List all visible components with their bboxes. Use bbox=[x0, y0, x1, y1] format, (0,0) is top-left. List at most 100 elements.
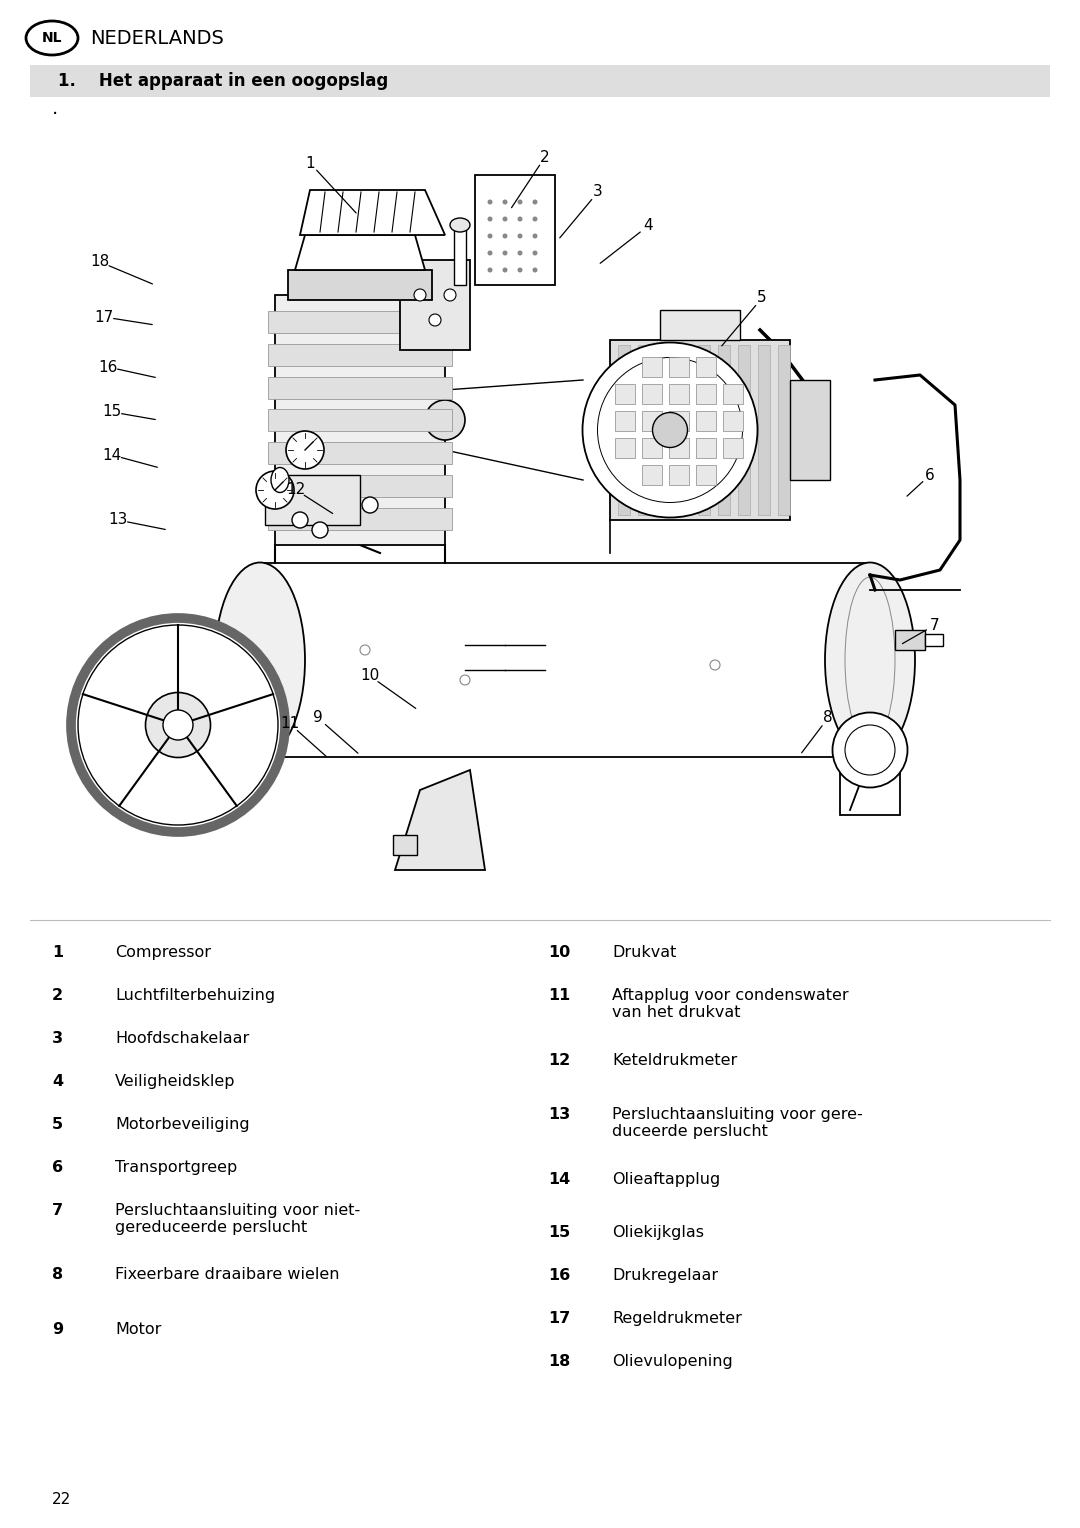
Bar bbox=[400, 260, 470, 350]
Bar bbox=[610, 341, 789, 520]
Ellipse shape bbox=[429, 313, 441, 325]
Text: 15: 15 bbox=[548, 1225, 570, 1241]
Bar bbox=[669, 465, 689, 484]
Text: ·: · bbox=[52, 105, 58, 124]
Ellipse shape bbox=[825, 562, 915, 758]
Ellipse shape bbox=[582, 342, 757, 518]
Text: NL: NL bbox=[42, 31, 63, 44]
Ellipse shape bbox=[532, 267, 538, 272]
Text: 9: 9 bbox=[313, 711, 323, 726]
Text: 13: 13 bbox=[548, 1106, 570, 1122]
Bar bbox=[698, 345, 710, 515]
Ellipse shape bbox=[362, 497, 378, 513]
Text: 11: 11 bbox=[281, 717, 299, 732]
Ellipse shape bbox=[652, 413, 688, 448]
Ellipse shape bbox=[532, 251, 538, 255]
Ellipse shape bbox=[414, 289, 426, 301]
Polygon shape bbox=[295, 235, 426, 270]
Text: 4: 4 bbox=[644, 219, 652, 234]
Bar bbox=[696, 358, 716, 377]
Bar bbox=[895, 630, 924, 649]
Bar bbox=[393, 834, 417, 856]
Bar bbox=[30, 66, 1050, 96]
Bar bbox=[642, 465, 662, 484]
Bar bbox=[260, 562, 870, 756]
Bar bbox=[268, 507, 453, 530]
Text: Persluchtaansluiting voor gere-
duceerde perslucht: Persluchtaansluiting voor gere- duceerde… bbox=[612, 1106, 863, 1140]
Bar bbox=[615, 439, 635, 458]
Text: 10: 10 bbox=[361, 669, 380, 683]
Text: Fixeerbare draaibare wielen: Fixeerbare draaibare wielen bbox=[114, 1267, 339, 1282]
Ellipse shape bbox=[710, 660, 720, 669]
Text: 9: 9 bbox=[52, 1322, 63, 1337]
Text: 17: 17 bbox=[94, 310, 113, 324]
Text: 6: 6 bbox=[52, 1160, 63, 1175]
Bar bbox=[268, 410, 453, 431]
Text: 16: 16 bbox=[548, 1268, 570, 1284]
Text: Keteldrukmeter: Keteldrukmeter bbox=[612, 1053, 738, 1068]
Ellipse shape bbox=[502, 200, 508, 205]
Ellipse shape bbox=[833, 712, 907, 787]
Text: 18: 18 bbox=[548, 1354, 570, 1369]
Text: Luchtfilterbehuizing: Luchtfilterbehuizing bbox=[114, 989, 275, 1002]
Bar bbox=[618, 345, 630, 515]
Bar bbox=[642, 384, 662, 403]
Ellipse shape bbox=[312, 523, 328, 538]
Bar bbox=[789, 380, 831, 480]
Ellipse shape bbox=[286, 431, 324, 469]
Text: Regeldrukmeter: Regeldrukmeter bbox=[612, 1311, 742, 1326]
Ellipse shape bbox=[487, 234, 492, 238]
Text: 14: 14 bbox=[103, 448, 122, 463]
Ellipse shape bbox=[271, 468, 289, 492]
Text: 17: 17 bbox=[548, 1311, 570, 1326]
Ellipse shape bbox=[426, 400, 465, 440]
Ellipse shape bbox=[215, 562, 305, 758]
Text: 1: 1 bbox=[306, 156, 314, 171]
Bar bbox=[475, 176, 555, 286]
Ellipse shape bbox=[517, 267, 523, 272]
Ellipse shape bbox=[487, 251, 492, 255]
Text: Drukvat: Drukvat bbox=[612, 944, 676, 960]
Text: NEDERLANDS: NEDERLANDS bbox=[90, 29, 224, 47]
Ellipse shape bbox=[487, 267, 492, 272]
Ellipse shape bbox=[502, 217, 508, 222]
Bar bbox=[454, 225, 465, 286]
Text: Oliekijkglas: Oliekijkglas bbox=[612, 1225, 704, 1241]
Polygon shape bbox=[300, 189, 445, 235]
Text: Hoofdschakelaar: Hoofdschakelaar bbox=[114, 1031, 249, 1047]
Bar bbox=[723, 411, 743, 431]
Text: 18: 18 bbox=[91, 255, 110, 269]
Text: 2: 2 bbox=[52, 989, 63, 1002]
Bar bbox=[268, 376, 453, 399]
Text: Compressor: Compressor bbox=[114, 944, 211, 960]
Bar bbox=[265, 475, 360, 526]
Text: Olievulopening: Olievulopening bbox=[612, 1354, 732, 1369]
Ellipse shape bbox=[532, 234, 538, 238]
Text: 7: 7 bbox=[930, 617, 940, 633]
Ellipse shape bbox=[517, 251, 523, 255]
Bar bbox=[778, 345, 789, 515]
Bar bbox=[718, 345, 730, 515]
Text: 13: 13 bbox=[108, 512, 127, 527]
Bar bbox=[658, 345, 670, 515]
Text: 14: 14 bbox=[548, 1172, 570, 1187]
Text: 3: 3 bbox=[52, 1031, 63, 1047]
Text: 1.    Het apparaat in een oogopslag: 1. Het apparaat in een oogopslag bbox=[58, 72, 388, 90]
Text: 2: 2 bbox=[540, 150, 550, 165]
Text: Persluchtaansluiting voor niet-
gereduceerde perslucht: Persluchtaansluiting voor niet- gereduce… bbox=[114, 1203, 361, 1236]
Ellipse shape bbox=[502, 234, 508, 238]
Ellipse shape bbox=[450, 219, 470, 232]
Bar bbox=[275, 295, 445, 545]
Text: 10: 10 bbox=[548, 944, 570, 960]
Text: 15: 15 bbox=[103, 405, 122, 420]
Ellipse shape bbox=[460, 675, 470, 685]
Polygon shape bbox=[395, 770, 485, 869]
Text: 7: 7 bbox=[52, 1203, 63, 1218]
Bar bbox=[642, 439, 662, 458]
Bar bbox=[660, 310, 740, 341]
Text: 22: 22 bbox=[52, 1493, 71, 1508]
Bar bbox=[924, 634, 943, 646]
Bar bbox=[642, 358, 662, 377]
Bar bbox=[268, 475, 453, 497]
Bar bbox=[669, 384, 689, 403]
